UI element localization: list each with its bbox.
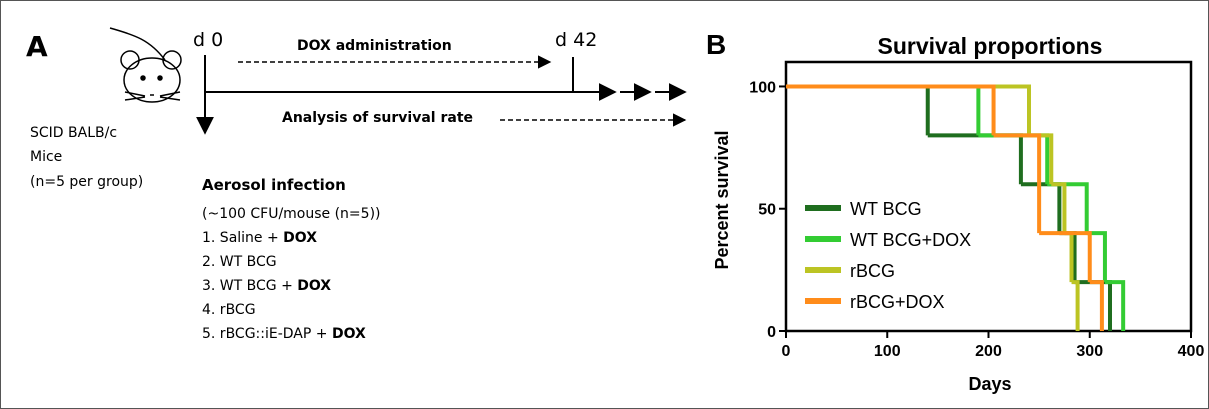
panel-label: A [26, 30, 48, 63]
legend-label: WT BCG [850, 199, 922, 219]
timepoint: d 42 [555, 29, 597, 51]
y-tick-label: 50 [758, 202, 776, 219]
panel-a: A d 0 DOX administration d 42 Analysis o… [26, 27, 687, 342]
group-item: 4. rBCG [202, 302, 256, 318]
infection-title: Aerosol infection [202, 176, 346, 194]
legend-label: WT BCG+DOX [850, 230, 971, 250]
legend-label: rBCG [850, 261, 895, 281]
x-tick-label: 0 [782, 343, 791, 360]
y-axis-label: Percent survival [712, 130, 732, 269]
x-tick-label: 200 [975, 343, 1002, 360]
subject: SCID BALB/c [30, 125, 117, 141]
survival-step [1074, 280, 1112, 331]
panel-b: B Survival proportions Days Percent surv… [706, 29, 1204, 394]
survival-step [1104, 280, 1126, 331]
analysis: Analysis of survival rate [282, 110, 473, 126]
group-text: 4. rBCG [202, 302, 256, 318]
panel-label: B [706, 29, 726, 60]
survival-step [786, 84, 996, 136]
mouse-icon [109, 27, 182, 103]
survival-step [1064, 231, 1074, 283]
x-tick-label: 400 [1178, 343, 1205, 360]
survival-step [786, 84, 981, 136]
infection-dose: (~100 CFU/mouse (n=5)) [202, 206, 381, 222]
group-item: 2. WT BCG [202, 254, 277, 270]
survival-step [1089, 280, 1104, 331]
group-text: DOX [332, 326, 366, 342]
subject: (n=5 per group) [30, 174, 143, 190]
group-text: DOX [297, 278, 331, 294]
treatment: DOX administration [297, 38, 452, 54]
survival-step [993, 133, 1042, 234]
subject: Mice [30, 149, 62, 165]
y-tick-label: 100 [749, 79, 776, 96]
x-tick-label: 300 [1076, 343, 1103, 360]
survival-step [1039, 231, 1092, 283]
x-axis-label: Days [968, 374, 1011, 394]
survival-step [1047, 182, 1089, 234]
group-text: 2. WT BCG [202, 254, 277, 270]
group-item: 5. rBCG::iE-DAP + DOX [202, 326, 366, 342]
group-item: 3. WT BCG + DOX [202, 278, 331, 294]
group-text: 1. Saline + [202, 230, 283, 246]
group-text: 3. WT BCG + [202, 278, 297, 294]
group-item: 1. Saline + DOX [202, 230, 317, 246]
survival-step [927, 133, 1023, 185]
survival-step [978, 133, 1050, 185]
survival-step [786, 84, 930, 136]
survival-step [1071, 280, 1080, 331]
chart-title: Survival proportions [878, 33, 1103, 59]
survival-step [1051, 182, 1067, 234]
group-text: 5. rBCG::iE-DAP + [202, 326, 332, 342]
timepoint: d 0 [193, 29, 223, 51]
plot-frame [784, 60, 1193, 333]
group-list: 1. Saline + DOX 2. WT BCG 3. WT BCG + DOX 4… [202, 230, 366, 342]
survival-step [1086, 231, 1107, 283]
y-tick-label: 0 [767, 324, 776, 341]
legend-label: rBCG+DOX [850, 292, 945, 312]
group-text: DOX [283, 230, 317, 246]
x-tick-label: 100 [874, 343, 901, 360]
